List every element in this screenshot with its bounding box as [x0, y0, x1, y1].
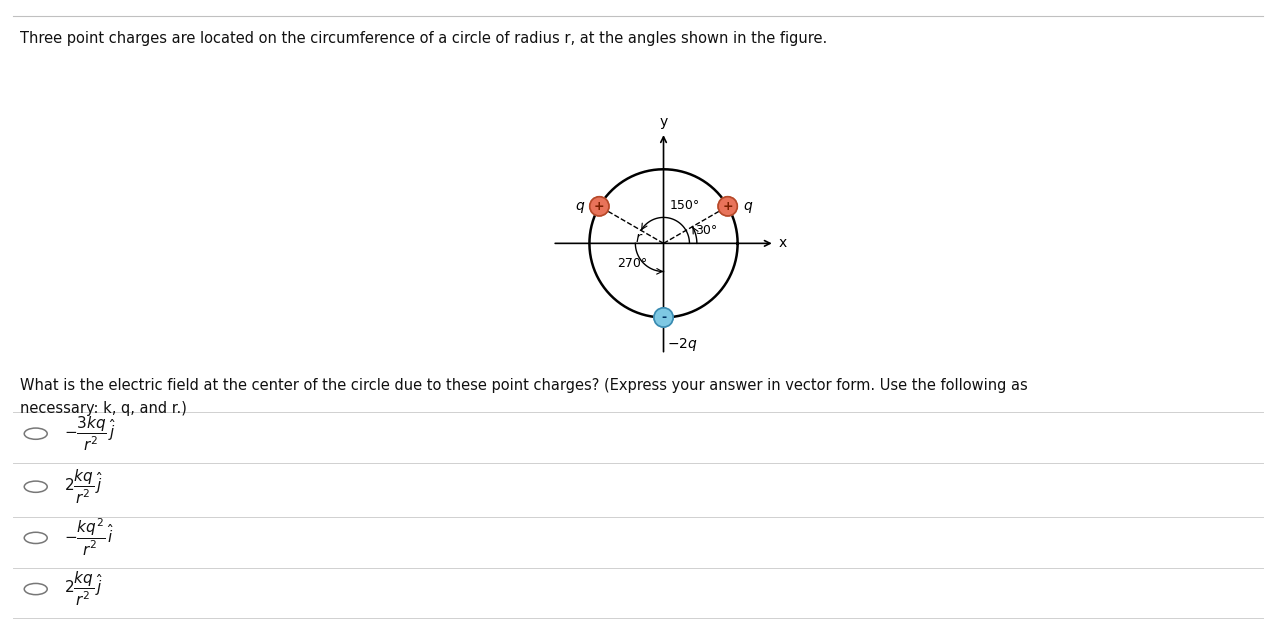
Text: $-\dfrac{kq^2}{r^2}\,\hat{i}$: $-\dfrac{kq^2}{r^2}\,\hat{i}$	[64, 517, 115, 558]
Circle shape	[590, 197, 609, 216]
Text: $2\dfrac{kq}{r^2}\,\hat{j}$: $2\dfrac{kq}{r^2}\,\hat{j}$	[64, 467, 103, 506]
Text: 150°: 150°	[670, 199, 699, 212]
Text: -: -	[661, 311, 666, 324]
Text: r: r	[635, 231, 642, 245]
Text: 270°: 270°	[618, 256, 648, 270]
Text: q: q	[743, 199, 752, 213]
Circle shape	[653, 308, 674, 327]
Text: y: y	[660, 115, 667, 129]
Text: x: x	[778, 236, 786, 250]
Text: 30°: 30°	[694, 223, 717, 236]
Text: $-2q$: $-2q$	[667, 336, 698, 353]
Text: Three point charges are located on the circumference of a circle of radius r, at: Three point charges are located on the c…	[20, 31, 828, 46]
Text: $2\dfrac{kq}{r^2}\,\hat{j}$: $2\dfrac{kq}{r^2}\,\hat{j}$	[64, 570, 103, 608]
Text: +: +	[595, 200, 605, 213]
Text: +: +	[722, 200, 732, 213]
Circle shape	[718, 197, 738, 216]
Text: $-\dfrac{3kq}{r^2}\,\hat{j}$: $-\dfrac{3kq}{r^2}\,\hat{j}$	[64, 414, 116, 453]
Text: q: q	[575, 199, 584, 213]
Text: What is the electric field at the center of the circle due to these point charge: What is the electric field at the center…	[20, 378, 1028, 416]
